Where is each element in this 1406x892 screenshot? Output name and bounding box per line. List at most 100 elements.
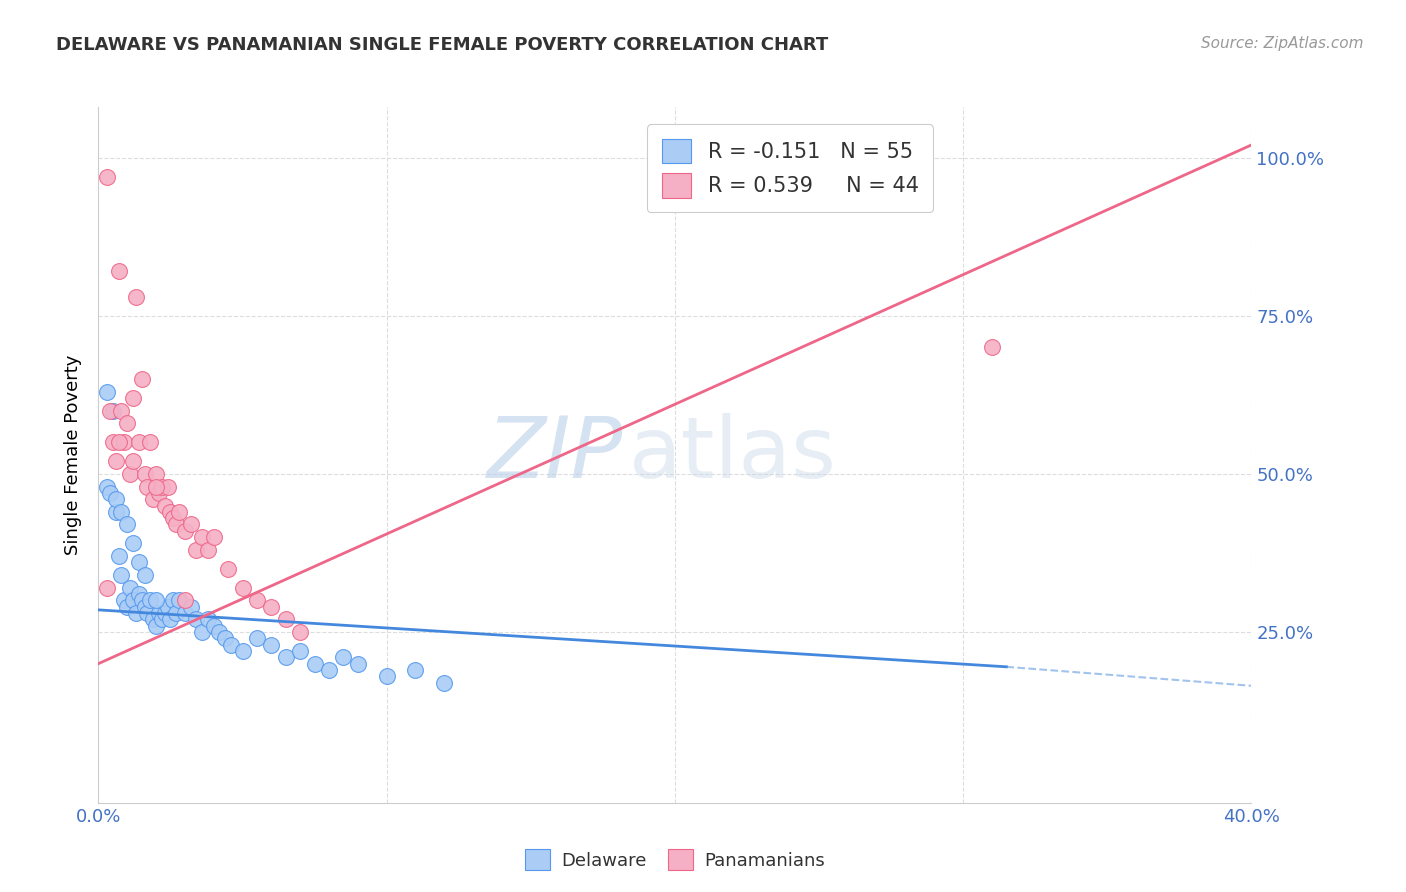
Point [112,593,135,607]
Point [110,403,132,417]
Point [136,479,159,493]
Point [174,593,197,607]
Point [246,593,269,607]
Point [290,625,312,640]
Point [180,517,202,532]
Point [165,517,187,532]
Point [112,435,135,450]
Point [101,403,124,417]
Point [101,435,124,450]
Point [159,505,181,519]
Point [139,435,162,450]
Point [107,264,129,278]
Point [125,606,148,620]
Point [122,454,145,468]
Point [405,663,427,677]
Point [332,650,354,665]
Point [208,625,231,640]
Point [433,675,456,690]
Point [145,618,167,632]
Point [231,644,254,658]
Point [128,587,150,601]
Point [346,657,368,671]
Point [125,290,148,304]
Point [186,542,208,557]
Point [145,479,167,493]
Point [274,612,297,626]
Point [96,581,118,595]
Point [197,612,219,626]
Point [304,657,326,671]
Point [260,599,283,614]
Point [191,625,214,640]
Point [191,530,214,544]
Point [134,467,156,481]
Point [98,403,121,417]
Point [96,384,118,399]
Point [981,340,1004,354]
Point [142,492,165,507]
Point [197,542,219,557]
Point [131,372,153,386]
Point [145,593,167,607]
Text: ZIP: ZIP [486,413,623,497]
Point [150,479,173,493]
Legend: Delaware, Panamanians: Delaware, Panamanians [517,842,832,877]
Point [153,606,176,620]
Point [153,499,176,513]
Point [217,562,239,576]
Point [162,593,184,607]
Point [117,517,139,532]
Point [219,638,242,652]
Point [148,606,170,620]
Point [139,593,162,607]
Text: atlas: atlas [628,413,837,497]
Point [96,169,118,184]
Point [134,568,156,582]
Point [131,593,153,607]
Point [110,568,132,582]
Point [174,606,197,620]
Point [98,486,121,500]
Point [180,599,202,614]
Point [167,505,190,519]
Point [117,417,139,431]
Point [156,599,179,614]
Point [104,492,127,507]
Text: DELAWARE VS PANAMANIAN SINGLE FEMALE POVERTY CORRELATION CHART: DELAWARE VS PANAMANIAN SINGLE FEMALE POV… [56,36,828,54]
Point [165,606,187,620]
Point [159,612,181,626]
Point [134,599,156,614]
Point [136,606,159,620]
Point [107,435,129,450]
Point [231,581,254,595]
Point [167,593,190,607]
Point [117,599,139,614]
Point [318,663,340,677]
Y-axis label: Single Female Poverty: Single Female Poverty [65,355,83,555]
Point [128,556,150,570]
Point [290,644,312,658]
Point [150,612,173,626]
Point [156,479,179,493]
Point [104,505,127,519]
Point [142,612,165,626]
Point [122,593,145,607]
Point [120,467,142,481]
Point [120,581,142,595]
Point [128,435,150,450]
Point [107,549,129,563]
Point [274,650,297,665]
Point [96,479,118,493]
Point [174,524,197,538]
Point [375,669,398,683]
Point [202,618,225,632]
Point [246,632,269,646]
Text: Source: ZipAtlas.com: Source: ZipAtlas.com [1201,36,1364,51]
Point [110,505,132,519]
Point [148,486,170,500]
Point [260,638,283,652]
Point [186,612,208,626]
Point [145,467,167,481]
Point [202,530,225,544]
